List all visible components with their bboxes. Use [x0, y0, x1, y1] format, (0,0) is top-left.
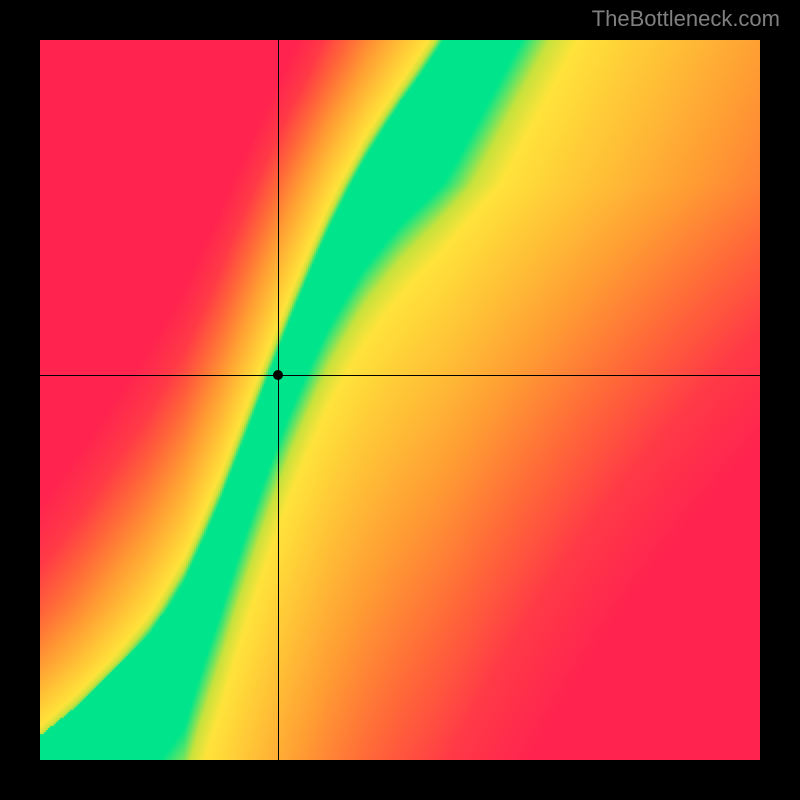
chart-container: TheBottleneck.com	[0, 0, 800, 800]
crosshair-horizontal	[40, 375, 760, 376]
plot-area	[40, 40, 760, 760]
heatmap-canvas	[40, 40, 760, 760]
watermark-text: TheBottleneck.com	[592, 6, 780, 32]
crosshair-vertical	[278, 40, 279, 760]
intersection-marker	[273, 370, 283, 380]
